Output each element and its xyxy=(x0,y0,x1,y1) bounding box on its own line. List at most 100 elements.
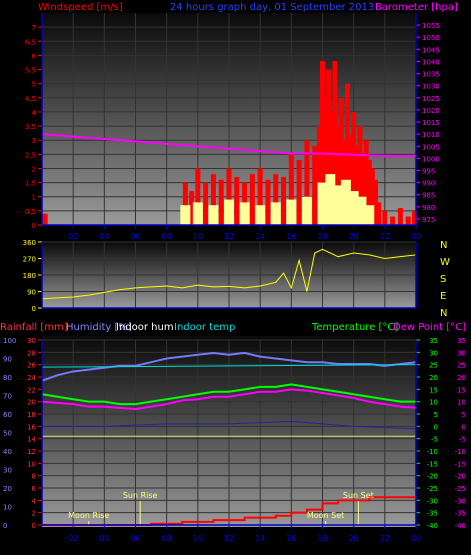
y2-tick-label: 1040 xyxy=(422,58,440,66)
y-tick-label: 6 xyxy=(32,52,37,60)
barometer-label: Barometer [hpa] xyxy=(375,2,458,13)
y2-tick-label: 980 xyxy=(422,204,435,212)
x-tick-label: 22 xyxy=(380,232,390,241)
x-tick-label: 08 xyxy=(162,534,172,543)
compass-label: W xyxy=(440,257,450,268)
dewpoint-tick-label: 20 xyxy=(457,374,466,382)
windspeed-bar xyxy=(273,174,279,225)
windspeed-bar xyxy=(42,213,48,225)
y-tick-label: 4 xyxy=(32,109,37,117)
windspeed-bar xyxy=(281,176,287,225)
humidity-tick-label: 90 xyxy=(3,356,12,364)
windspeed-bar xyxy=(335,126,341,225)
series-line xyxy=(41,388,417,411)
x-tick-label: 10 xyxy=(193,232,203,241)
dewpoint-tick-label: -40 xyxy=(455,522,466,530)
y-tick-label: 5.5 xyxy=(25,67,36,75)
annotation-label: Moon Set xyxy=(307,511,344,520)
humidity-tick-label: 30 xyxy=(3,467,12,475)
windspeed-bar xyxy=(360,154,366,225)
y-tick-label: 360 xyxy=(23,239,36,247)
rainfall-label: Rainfall [mm] xyxy=(0,322,68,333)
gust-band-bar xyxy=(180,205,191,225)
rain-tick-label: 20 xyxy=(27,399,36,407)
windspeed-bar xyxy=(304,140,310,225)
windspeed-bar xyxy=(405,216,411,225)
windspeed-bar xyxy=(366,159,372,225)
windspeed-label: Windspeed [m/s] xyxy=(38,2,123,13)
windspeed-bar xyxy=(312,145,318,225)
temp-tick-label: -40 xyxy=(427,522,438,530)
gust-band-bar xyxy=(356,196,367,225)
rain-tick-label: 28 xyxy=(27,349,36,357)
compass-label: N xyxy=(440,240,447,251)
x-tick-label: 06 xyxy=(130,534,140,543)
y-tick-label: 6.5 xyxy=(25,38,36,46)
x-tick-label: 18 xyxy=(317,232,327,241)
dewpoint-tick-label: 25 xyxy=(457,362,466,370)
x-tick-label: 00 xyxy=(411,534,421,543)
x-tick-label: 02 xyxy=(68,534,78,543)
gust-band-bar xyxy=(325,174,336,225)
rain-tick-label: 0 xyxy=(32,522,36,530)
y2-tick-label: 1005 xyxy=(422,143,440,151)
windspeed-bar xyxy=(326,69,332,226)
windspeed-bar xyxy=(189,191,195,225)
gust-band-bar xyxy=(301,196,312,225)
x-tick-label: 12 xyxy=(224,232,234,241)
rain-tick-label: 24 xyxy=(27,374,36,382)
rain-tick-label: 8 xyxy=(32,473,36,481)
indoor-hum-label: Indoor hum xyxy=(116,322,174,333)
rain-tick-label: 14 xyxy=(27,436,36,444)
rain-tick-label: 18 xyxy=(27,411,36,419)
x-tick-label: 02 xyxy=(68,232,78,241)
dewpoint-tick-label: -35 xyxy=(455,510,466,518)
temp-tick-label: -10 xyxy=(427,448,438,456)
y2-tick-label: 1000 xyxy=(422,155,440,163)
x-tick-label: 16 xyxy=(286,232,296,241)
wind-direction-line xyxy=(41,248,417,300)
windspeed-bar xyxy=(203,182,209,225)
rain-tick-label: 12 xyxy=(27,448,36,456)
temp-tick-label: 25 xyxy=(429,362,438,370)
windspeed-bar xyxy=(329,111,335,225)
chart-title: 24 hours graph day, 01 September 2013 xyxy=(170,2,374,13)
y-tick-label: 2 xyxy=(32,165,36,173)
humidity-tick-label: 0 xyxy=(3,522,7,530)
dewpoint-tick-label: 30 xyxy=(457,349,466,357)
x-tick-label: 16 xyxy=(286,534,296,543)
indoor-temp-label: Indoor temp xyxy=(174,322,235,333)
dewpoint-tick-label: -30 xyxy=(455,497,466,505)
windspeed-bar xyxy=(332,61,338,226)
temp-tick-label: 0 xyxy=(434,423,438,431)
dewpoint-tick-label: 0 xyxy=(462,423,466,431)
y-tick-label: 0 xyxy=(32,305,36,313)
annotation-label: Sun Rise xyxy=(123,491,158,500)
y2-tick-label: 1055 xyxy=(422,22,440,30)
dewpoint-tick-label: 5 xyxy=(462,411,466,419)
gust-band-bar xyxy=(224,199,234,225)
gust-band-bar xyxy=(364,205,375,225)
humidity-tick-label: 50 xyxy=(3,430,12,438)
windspeed-bar xyxy=(288,154,294,225)
gust-band-bar xyxy=(340,179,351,225)
y-tick-label: 180 xyxy=(23,272,36,280)
y2-tick-label: 1025 xyxy=(422,95,440,103)
y-tick-label: 270 xyxy=(23,256,36,264)
dewpoint-tick-label: -20 xyxy=(455,473,466,481)
temp-tick-label: -30 xyxy=(427,497,438,505)
y-tick-label: 3 xyxy=(32,137,36,145)
series-line xyxy=(41,364,417,368)
humidity-tick-label: 100 xyxy=(3,337,16,345)
gust-band-bar xyxy=(286,199,297,225)
x-tick-label: 08 xyxy=(162,232,172,241)
dew-point-label: Dew Point [°C] xyxy=(393,322,466,333)
x-tick-label: 14 xyxy=(255,232,265,241)
x-tick-label: 12 xyxy=(224,534,234,543)
humidity-tick-label: 60 xyxy=(3,411,12,419)
x-tick-label: 14 xyxy=(255,534,265,543)
humidity-label: Humidity [%] xyxy=(66,322,132,333)
gust-band-bar xyxy=(192,202,203,225)
y-tick-label: 1 xyxy=(32,194,36,202)
windspeed-bar xyxy=(316,126,322,225)
